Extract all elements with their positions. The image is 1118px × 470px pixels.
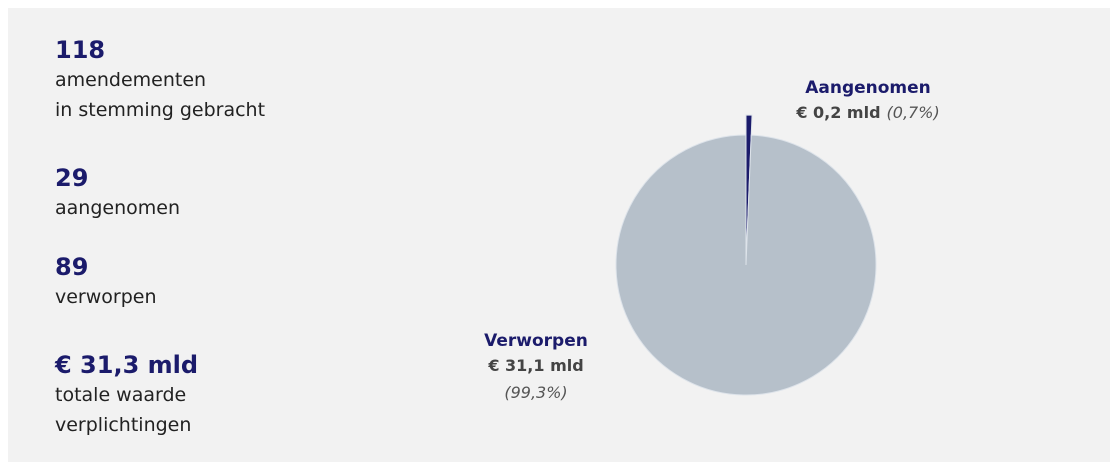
slice-value-amount: € 31,1 mld <box>487 356 583 375</box>
slice-label: Verworpen <box>484 331 588 351</box>
stat-text: totale waarde <box>55 384 186 406</box>
slice-percent: (99,3%) <box>504 383 567 402</box>
slice-label: Aangenomen <box>805 78 931 98</box>
stat-text: in stemming gebracht <box>55 99 265 121</box>
stat-text: aangenomen <box>55 197 180 219</box>
stat-text: amendementen <box>55 69 206 91</box>
panel <box>8 8 1110 462</box>
stat-number: 118 <box>55 36 105 64</box>
slice-percent: (0,7%) <box>887 103 940 122</box>
stat-number: 29 <box>55 164 88 192</box>
stat-number: € 31,3 mld <box>54 351 198 379</box>
stat-number: 89 <box>55 253 88 281</box>
stat-text: verplichtingen <box>55 414 191 436</box>
slice-value-amount: € 0,2 mld <box>795 103 880 122</box>
pie-slice <box>615 134 877 396</box>
stat-text: verworpen <box>55 286 157 308</box>
slice-value: € 0,2 mld (0,7%) <box>795 103 939 122</box>
